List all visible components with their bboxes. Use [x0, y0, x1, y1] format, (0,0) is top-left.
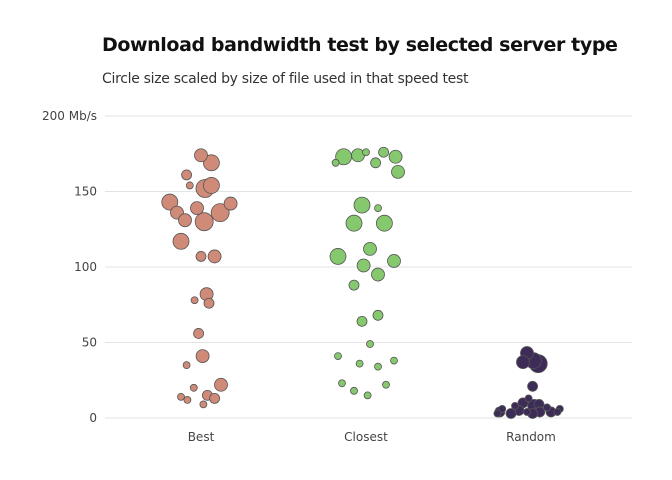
data-point-closest-21 — [334, 352, 342, 360]
data-point-best-17 — [190, 296, 199, 305]
data-point-closest-0 — [362, 148, 370, 157]
data-point-best-0 — [194, 148, 208, 163]
data-point-best-13 — [172, 232, 190, 250]
x-tick-label: Random — [506, 430, 556, 444]
data-point-best-14 — [195, 251, 207, 262]
data-point-closest-5 — [331, 158, 340, 167]
data-point-best-18 — [203, 297, 215, 309]
data-point-best-12 — [194, 212, 214, 232]
data-point-closest-22 — [390, 356, 398, 365]
data-point-closest-15 — [356, 258, 371, 273]
data-point-best-26 — [209, 392, 221, 404]
data-point-best-23 — [189, 383, 198, 392]
data-point-best-4 — [202, 177, 220, 194]
data-point-closest-9 — [374, 204, 382, 213]
data-point-closest-26 — [382, 380, 390, 389]
data-point-closest-28 — [363, 391, 372, 400]
data-point-closest-20 — [366, 340, 374, 348]
data-point-random-11 — [498, 405, 507, 413]
x-tick-label: Best — [188, 430, 215, 444]
data-point-closest-25 — [338, 379, 346, 388]
data-point-closest-4 — [388, 149, 403, 164]
data-point-best-19 — [193, 328, 205, 339]
data-point-random-18 — [553, 408, 562, 416]
data-point-closest-12 — [363, 241, 377, 256]
data-point-random-21 — [493, 409, 502, 418]
x-tick-label: Closest — [344, 430, 388, 444]
data-point-closest-6 — [370, 157, 382, 169]
data-point-random-1 — [516, 355, 530, 370]
data-point-best-25 — [177, 392, 185, 401]
data-point-closest-7 — [391, 164, 405, 179]
data-point-random-5 — [524, 394, 533, 403]
data-point-closest-23 — [355, 359, 364, 368]
data-point-best-22 — [214, 377, 228, 392]
data-point-random-10 — [543, 403, 551, 412]
data-point-closest-24 — [374, 362, 382, 371]
data-point-closest-17 — [348, 279, 360, 291]
data-point-closest-18 — [372, 309, 384, 321]
data-point-closest-11 — [375, 214, 393, 232]
y-tick-label: 100 — [74, 260, 97, 274]
data-point-closest-14 — [387, 254, 401, 268]
data-point-best-3 — [185, 181, 194, 190]
data-point-best-11 — [178, 213, 192, 228]
data-point-best-1 — [202, 154, 220, 172]
data-point-best-7 — [223, 196, 238, 211]
data-point-best-28 — [199, 400, 208, 409]
data-point-best-6 — [161, 193, 179, 211]
data-point-closest-27 — [350, 386, 358, 395]
data-point-best-15 — [207, 249, 222, 264]
data-point-best-21 — [182, 361, 191, 370]
data-point-closest-13 — [329, 248, 347, 265]
data-point-best-27 — [183, 395, 192, 404]
data-point-closest-8 — [353, 196, 371, 214]
data-point-random-9 — [511, 402, 519, 410]
data-point-closest-19 — [356, 315, 368, 327]
chart-subtitle: Circle size scaled by size of file used … — [102, 71, 469, 87]
data-point-random-4 — [527, 380, 538, 392]
data-point-random-15 — [523, 408, 531, 416]
data-point-best-10 — [210, 203, 230, 223]
y-tick-label: 150 — [74, 185, 97, 199]
data-point-random-19 — [505, 408, 517, 419]
y-tick-label: 50 — [82, 336, 97, 350]
y-tick-label: 0 — [89, 411, 97, 425]
data-point-best-8 — [190, 201, 204, 216]
data-point-closest-1 — [378, 146, 390, 158]
data-point-best-2 — [181, 169, 193, 181]
data-point-closest-16 — [371, 267, 385, 282]
y-tick-label: 200 Mb/s — [42, 109, 97, 123]
chart-title: Download bandwidth test by selected serv… — [102, 34, 618, 56]
data-point-closest-10 — [345, 214, 363, 232]
data-point-best-20 — [195, 349, 210, 363]
